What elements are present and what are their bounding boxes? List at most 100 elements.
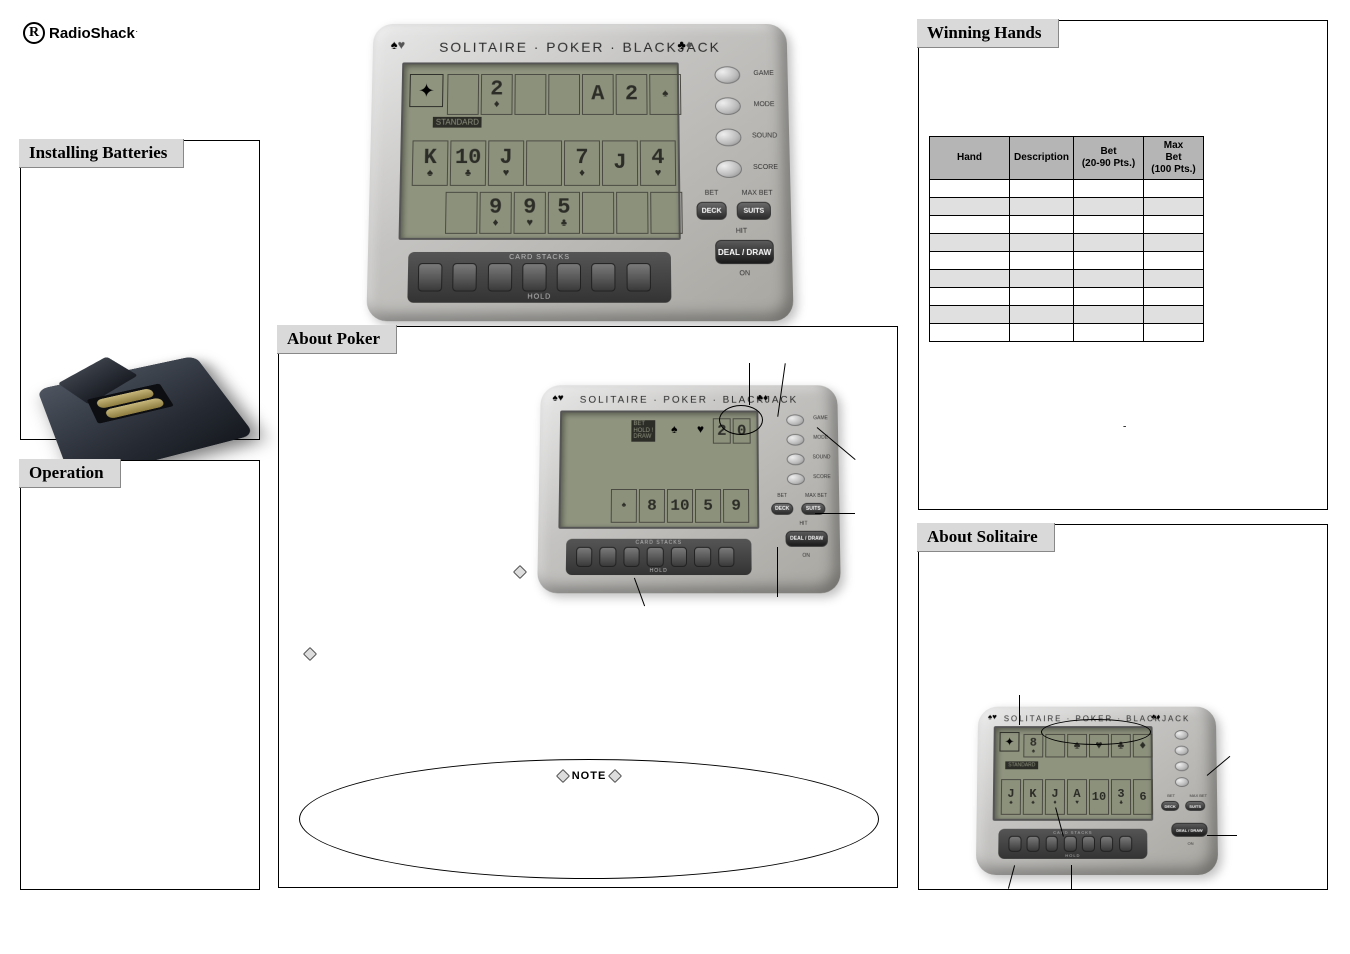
lcd-cell — [582, 192, 614, 234]
game-button[interactable] — [786, 414, 804, 426]
card-stack-button[interactable] — [418, 263, 443, 291]
sound-button[interactable] — [1175, 761, 1189, 771]
lcd-top-row: 2♦A2♠ — [447, 74, 681, 115]
callout-line — [1207, 835, 1237, 836]
card-stacks-label: CARD STACKS — [998, 830, 1147, 835]
lcd-cell: 9♥ — [514, 192, 546, 234]
suits-button[interactable]: SUITS — [1185, 801, 1205, 811]
score-button[interactable] — [787, 473, 805, 485]
pencil-icon — [556, 769, 570, 783]
note-title: NOTE — [558, 770, 621, 782]
deck-button[interactable]: DECK — [771, 503, 793, 515]
deal-draw-button[interactable]: DEAL / DRAW — [785, 531, 827, 547]
card-stack-button[interactable] — [1027, 835, 1040, 852]
mode-button[interactable] — [1175, 746, 1189, 756]
table-cell — [1010, 252, 1074, 270]
sound-label: SOUND — [752, 133, 777, 140]
lcd-cell: 5♣ — [548, 192, 580, 234]
table-row — [930, 306, 1204, 324]
score-button[interactable] — [716, 160, 742, 178]
suits-button[interactable]: SUITS — [737, 202, 772, 220]
mode-button[interactable] — [715, 97, 741, 115]
callout-line — [1019, 695, 1020, 725]
deck-button[interactable]: DECK — [696, 202, 726, 220]
table-cell — [930, 288, 1010, 306]
table-cell — [930, 270, 1010, 288]
deal-draw-button[interactable]: DEAL / DRAW — [715, 240, 774, 264]
card-stack-button[interactable] — [626, 263, 650, 291]
installing-batteries-section: Installing Batteries — [20, 140, 260, 440]
table-cell — [1074, 306, 1144, 324]
card-stack-button[interactable] — [1008, 835, 1021, 852]
lcd-cell: A♥ — [1067, 779, 1087, 815]
table-cell — [1010, 270, 1074, 288]
lcd-cell: J♠ — [1001, 779, 1021, 815]
card-stack-button[interactable] — [522, 263, 546, 291]
table-cell — [930, 252, 1010, 270]
winning-hands-table: HandDescriptionBet (20-90 Pts.)Max Bet (… — [929, 136, 1204, 342]
card-stack-button[interactable] — [647, 547, 664, 567]
card-stack-button[interactable] — [1045, 835, 1058, 852]
card-stack-button[interactable] — [1064, 835, 1077, 852]
table-cell — [1074, 252, 1144, 270]
body-dash: - — [1123, 421, 1126, 432]
mode-button[interactable] — [786, 434, 804, 446]
sound-button[interactable] — [715, 129, 741, 147]
card-stack-button[interactable] — [487, 263, 512, 291]
lcd-standard-badge: STANDARD — [1005, 761, 1038, 769]
hero-device: SOLITAIRE · POKER · BLACKJACK ♠♥ ♣♦ STAN… — [366, 24, 793, 321]
card-stack-button[interactable] — [557, 263, 581, 291]
section-title: Operation — [19, 459, 121, 488]
pencil-icon — [513, 565, 527, 579]
table-row — [930, 252, 1204, 270]
callout-line — [777, 547, 778, 597]
sound-button[interactable] — [787, 453, 805, 465]
game-button[interactable] — [714, 66, 740, 83]
table-row — [930, 324, 1204, 342]
table-cell — [930, 324, 1010, 342]
pencil-icon — [608, 769, 622, 783]
card-stack-button[interactable] — [1082, 835, 1095, 852]
lcd-cell — [616, 192, 648, 234]
maxbet-label: MAX BET — [742, 190, 773, 197]
card-stack-button[interactable] — [592, 263, 616, 291]
table-header: Description — [1010, 137, 1074, 180]
lcd-cell: 4♥ — [640, 140, 676, 185]
bet-label: BET — [705, 190, 719, 197]
score-button[interactable] — [1175, 777, 1189, 787]
brand-name: RadioShack. — [49, 25, 138, 42]
table-header: Bet (20-90 Pts.) — [1074, 137, 1144, 180]
card-stack-button[interactable] — [452, 263, 477, 291]
card-stack-button[interactable] — [600, 547, 617, 567]
lcd-cell — [447, 74, 479, 115]
card-stack-button[interactable] — [576, 547, 593, 567]
lcd-cell: 5 — [695, 489, 721, 523]
lcd-cell: 10 — [1089, 779, 1109, 815]
card-stack-button[interactable] — [1119, 835, 1132, 852]
card-stack-button[interactable] — [1100, 835, 1113, 852]
card-stack-button[interactable] — [718, 547, 735, 567]
card-stack-button[interactable] — [694, 547, 711, 567]
button-bar: CARD STACKS HOLD — [998, 829, 1147, 859]
card-stack-button[interactable] — [671, 547, 688, 567]
card-stack-button[interactable] — [623, 547, 640, 567]
winning-hands-section: Winning Hands HandDescriptionBet (20-90 … — [918, 20, 1328, 510]
device-title: SOLITAIRE · POKER · BLACKJACK — [373, 39, 787, 54]
hit-label: HIT — [799, 521, 807, 527]
table-cell — [1010, 234, 1074, 252]
table-cell — [1010, 288, 1074, 306]
deal-draw-button[interactable]: DEAL / DRAW — [1171, 823, 1207, 837]
score-label: SCORE — [753, 164, 778, 171]
game-button[interactable] — [1174, 730, 1188, 740]
device-title: SOLITAIRE · POKER · BLACKJACK — [540, 395, 837, 406]
lcd-cell: 2♦ — [481, 74, 513, 115]
hit-label: HIT — [736, 228, 747, 235]
lcd-eagle-icon: ✦ — [409, 74, 443, 107]
callout-line — [1071, 865, 1072, 889]
mode-label: MODE — [754, 101, 775, 108]
game-label: GAME — [813, 415, 828, 421]
deck-button[interactable]: DECK — [1161, 801, 1179, 811]
table-cell — [1144, 252, 1204, 270]
lcd-cell: K♠ — [1023, 779, 1043, 815]
lcd-cell: 8♠ — [1023, 734, 1043, 758]
